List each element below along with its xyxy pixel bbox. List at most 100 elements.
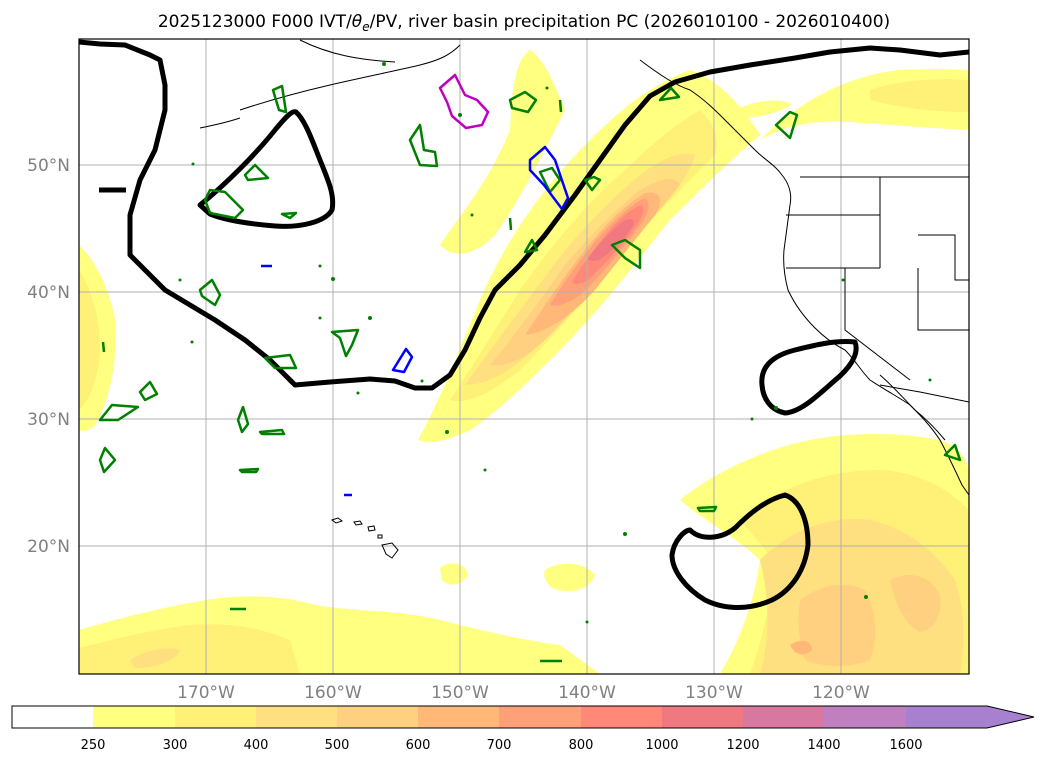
pv-green-28 [658,86,681,102]
colorbar-bin-10 [824,706,906,728]
colorbar-bin-0 [12,706,93,728]
colorbar-label-300: 300 [163,738,188,753]
ivt-ar-1000 [588,218,634,261]
pv-green-15 [98,403,140,422]
ivt-south-400 [130,648,180,668]
colorbar-label-1600: 1600 [889,738,922,753]
colorbar-outline [11,705,1035,729]
colorbar-bin-9 [743,706,824,728]
ivt-canada-small [735,100,792,118]
colorbar-bin-1 [93,706,175,728]
pv-green-9 [610,238,642,270]
map-frame [78,38,970,675]
colorbar-bin-5 [418,706,499,728]
map-content [79,39,969,674]
colorbar-bin-6 [499,706,581,728]
lat-label-20: 20°N [27,537,70,557]
colorbar-bin-8 [662,706,743,728]
pv-green-25 [558,99,563,113]
pv-green-11 [198,278,222,307]
pv-green-13 [263,353,298,370]
theta-e-loop-east [759,339,859,416]
colorbar-bin-4 [337,706,418,728]
ivt-se-600 [790,640,812,655]
pv-green-12 [330,328,360,358]
pv-green-3 [243,163,270,182]
pv-green-dots [178,62,932,624]
lon-label-160w: 160°W [304,683,362,703]
gulf-alaska-coast [639,59,756,151]
pv-magenta-contours [438,73,490,130]
alaska-coast [239,44,461,111]
utah-border [918,234,969,281]
pv-green-4 [280,211,298,220]
pv-green-22 [943,443,962,462]
ivt-ar-250-north [440,50,565,254]
pv-green-contours [98,84,962,663]
colorbar-label-1200: 1200 [726,738,759,753]
lon-label-120w: 120°W [812,683,870,703]
pv-magenta-1 [438,73,490,130]
theta-e-loop-south [669,492,811,610]
nevada-east [917,268,969,331]
alaska-peninsula [199,117,241,129]
theta-e-contours [79,39,969,610]
pv-green-10 [523,238,539,254]
colorbar-label-400: 400 [244,738,269,753]
mexico-border [879,384,969,403]
pv-blue-contours [261,145,570,497]
colorbar-label-800: 800 [569,738,594,753]
lon-label-150w: 150°W [431,683,489,703]
lon-label-170w: 170°W [177,683,235,703]
pv-green-8 [583,175,602,192]
ivt-small-250b [440,563,468,585]
pv-green-2 [203,188,245,220]
ivt-west-300 [79,270,100,410]
pv-green-21 [696,505,718,513]
pv-green-7 [538,166,562,194]
pv-green-27 [101,341,106,353]
ivt-canada-300 [870,79,969,112]
ivt-se-500 [798,584,876,666]
colorbar-bin-2 [175,706,256,728]
pv-green-26 [508,217,513,231]
baja-coast [879,374,946,441]
colorbar-label-250: 250 [81,738,106,753]
lon-label-140w: 140°W [558,683,616,703]
colorbar-labels: 250 300 400 500 600 700 800 1000 1200 14… [81,738,923,753]
pv-green-6 [508,90,538,114]
ivt-se-500-east [890,575,941,632]
pv-green-17 [258,428,286,436]
colorbar-label-1400: 1400 [807,738,840,753]
nevada-border [844,268,911,381]
figure-title: 2025123000 F000 IVT/θe/PV, river basin p… [158,12,890,34]
pv-green-5 [408,123,439,168]
bc-coast [754,149,792,206]
gridlines [79,39,969,674]
pv-green-19 [238,467,260,474]
ivt-shading [79,50,969,674]
lat-label-30: 30°N [27,410,70,430]
pv-green-16 [236,405,250,434]
alaska-coast-2 [299,39,396,63]
pv-blue-2 [391,347,414,374]
lat-tick-labels: 50°N 40°N 30°N 20°N [27,156,70,557]
us-west-coast [783,204,969,496]
colorbar-label-700: 700 [487,738,512,753]
lat-label-50: 50°N [27,156,70,176]
colorbar-extend-arrow [987,706,1034,728]
pv-blue-1 [528,145,570,211]
pv-green-20 [774,110,799,140]
pv-green-14 [138,380,159,402]
colorbar-bin-11 [906,706,987,728]
theta-e-loop-north [197,109,336,229]
lon-label-130w: 130°W [685,683,743,703]
colorbar-label-1000: 1000 [645,738,678,753]
colorbar-label-600: 600 [406,738,431,753]
coastlines [199,39,969,496]
colorbar-bin-7 [581,706,662,728]
lat-label-40: 40°N [27,283,70,303]
colorbar-bin-3 [256,706,337,728]
colorbar [11,705,1035,729]
